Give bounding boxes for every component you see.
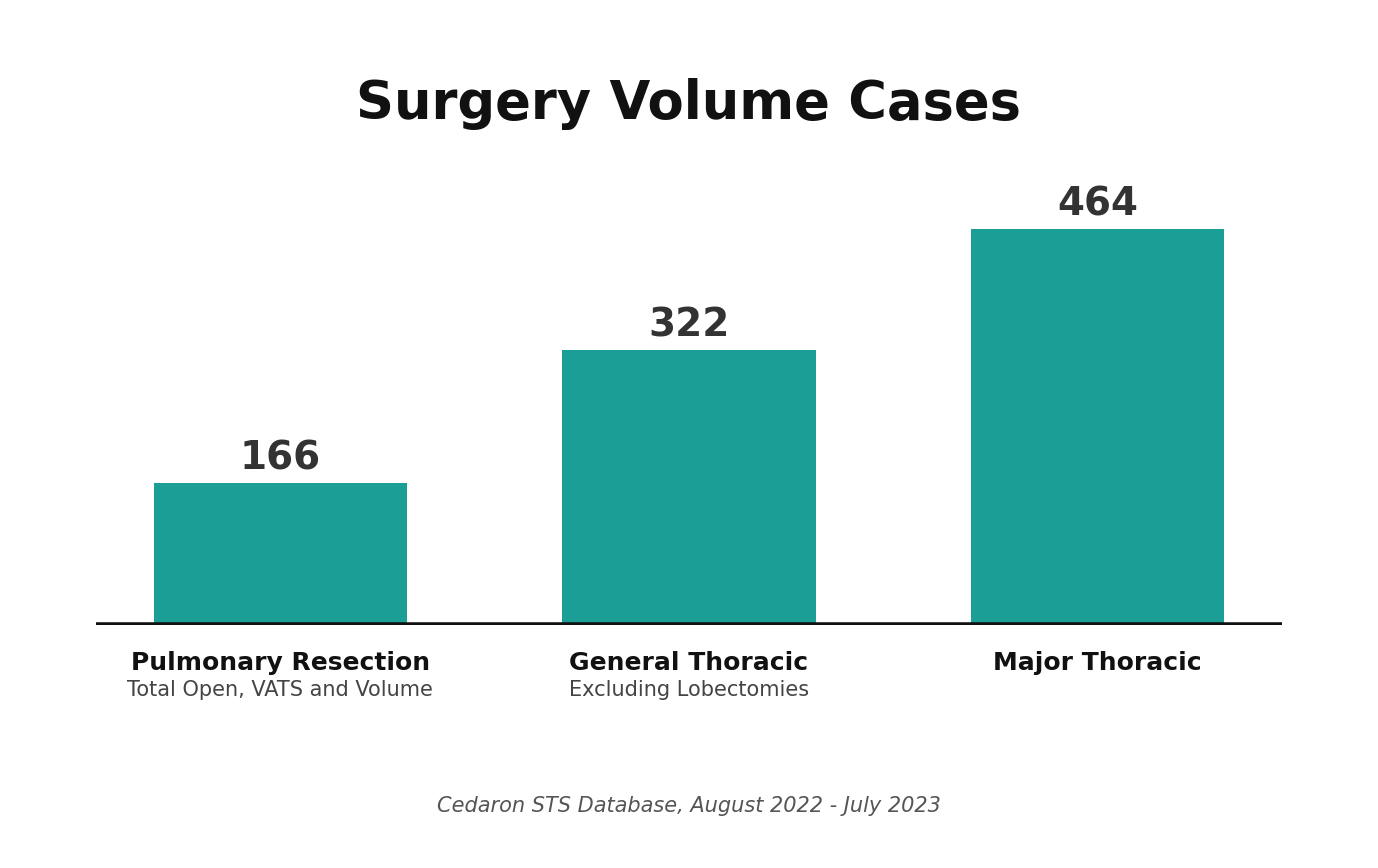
Text: Excluding Lobectomies: Excluding Lobectomies [569, 680, 809, 700]
Text: 322: 322 [648, 306, 730, 345]
Text: Cedaron STS Database, August 2022 - July 2023: Cedaron STS Database, August 2022 - July… [437, 796, 941, 816]
Bar [154, 483, 407, 625]
Text: Surgery Volume Cases: Surgery Volume Cases [357, 78, 1021, 130]
Text: 166: 166 [240, 439, 321, 477]
Bar [971, 229, 1224, 625]
Bar [562, 351, 816, 625]
Text: General Thoracic: General Thoracic [569, 651, 809, 675]
Text: Total Open, VATS and Volume: Total Open, VATS and Volume [127, 680, 433, 700]
Text: Major Thoracic: Major Thoracic [994, 651, 1202, 675]
Text: Pulmonary Resection: Pulmonary Resection [131, 651, 430, 675]
Text: 464: 464 [1057, 186, 1138, 223]
